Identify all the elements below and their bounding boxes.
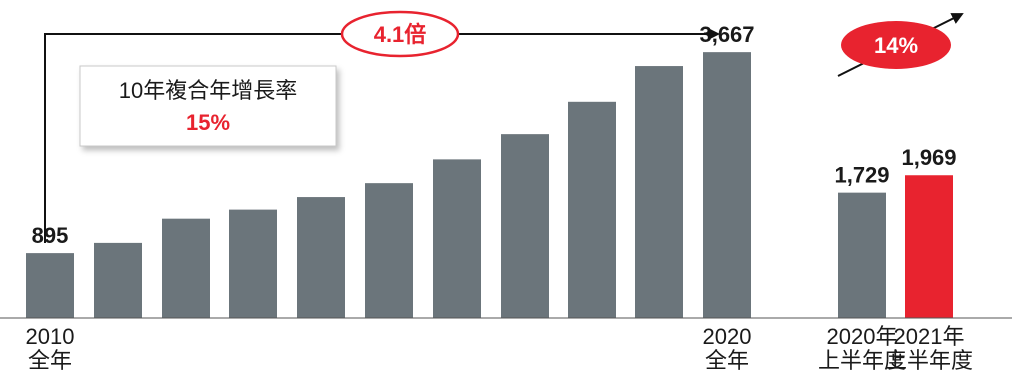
yoy-badge-text: 14% [874, 33, 918, 58]
bar-5 [365, 183, 413, 318]
bar-12 [905, 175, 953, 318]
growth-badge-text: 4.1倍 [374, 22, 427, 47]
cagr-callout: 10年複合年增長率 15% [79, 65, 337, 147]
growth-badge: 4.1倍 [340, 10, 460, 58]
bar-6 [433, 159, 481, 318]
tick-label-11: 2020年上半年度 [818, 324, 906, 373]
bar-4 [297, 197, 345, 318]
bar-0 [26, 253, 74, 318]
bars-group [26, 52, 953, 319]
bar-7 [501, 134, 549, 318]
bar-9 [635, 66, 683, 318]
bar-10 [703, 52, 751, 318]
growth-arrow [44, 28, 720, 243]
yoy-badge: 14% [841, 21, 951, 69]
cagr-value: 15% [186, 110, 230, 135]
tick-label-12: 2021年上半年度 [885, 324, 973, 373]
value-label-11: 1,729 [834, 163, 889, 188]
tick-label-10: 2020 全年 [703, 324, 752, 373]
bar-11 [838, 192, 886, 318]
value-label-12: 1,969 [901, 145, 956, 170]
bar-8 [568, 101, 616, 319]
bar-3 [229, 209, 277, 318]
bar-2 [162, 218, 210, 318]
tick-label-0: 2010 全年 [26, 324, 75, 373]
cagr-callout-box [79, 65, 337, 147]
bar-1 [94, 242, 142, 318]
value-label-0: 895 [32, 223, 69, 248]
cagr-label: 10年複合年增長率 [119, 78, 297, 103]
